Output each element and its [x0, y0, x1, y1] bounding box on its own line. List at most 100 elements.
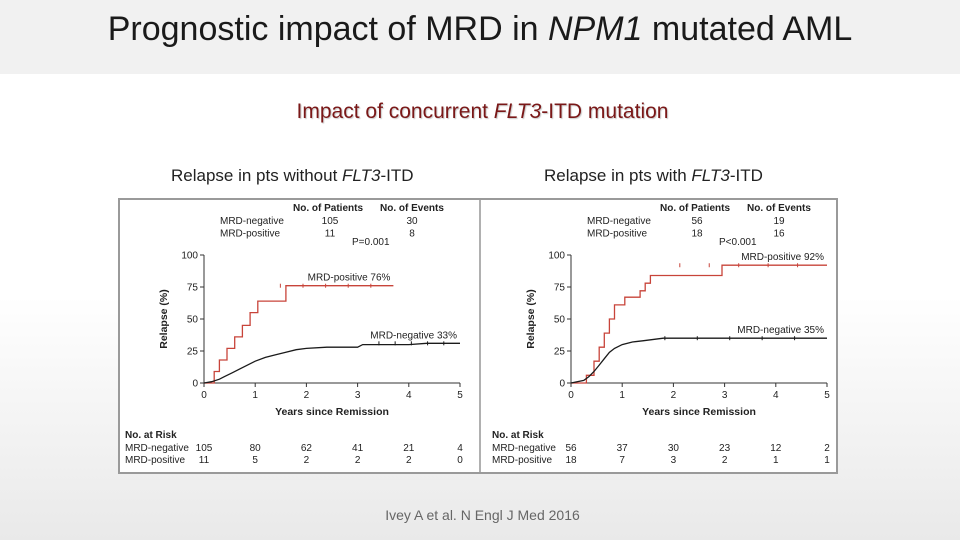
panel2-risk-row-label: MRD-negative: [492, 443, 556, 454]
panel1-risk-row-label: MRD-negative: [125, 443, 189, 454]
panel1-table-row-events: 30: [406, 216, 418, 227]
panel1-table-row-events: 8: [409, 229, 415, 240]
panel2-risk-value: 37: [617, 443, 629, 454]
panel1-table-header-patients: No. of Patients: [293, 203, 363, 214]
subtitle-suffix: -ITD mutation: [541, 100, 669, 123]
panel2-y-axis-label: Relapse (%): [525, 289, 537, 349]
left-caption-suffix: -ITD: [380, 166, 414, 185]
panel2-table-row-patients: 18: [691, 229, 703, 240]
panel2-risk-value: 1: [773, 455, 779, 466]
left-panel-caption: Relapse in pts without FLT3-ITD: [171, 166, 414, 186]
panel1-risk-value: 0: [457, 455, 463, 466]
panel2-risk-value: 56: [565, 443, 577, 454]
panel1-risk-value: 105: [196, 443, 213, 454]
panel2-curve-label-mrd-negative: MRD-negative 35%: [737, 325, 824, 336]
panel2-x-tick-label: 4: [773, 390, 779, 401]
panel1-table-row-patients: 105: [322, 216, 339, 227]
panel1-y-tick-label: 25: [187, 347, 199, 358]
figure-frame: [118, 198, 838, 474]
panel2-curve-mrd-negative: [570, 337, 827, 384]
panel2-y-tick-label: 100: [548, 251, 565, 262]
panel-divider: [479, 200, 481, 472]
panel2-table-header-events: No. of Events: [747, 203, 811, 214]
km-charts: No. of Patients No. of Events MRD-negative…: [125, 203, 830, 466]
panel1-y-tick-label: 0: [192, 379, 198, 390]
panel2-p-value: P<0.001: [719, 237, 757, 248]
panel2-y-tick-label: 25: [554, 347, 566, 358]
panel1-x-axis-label: Years since Remission: [275, 406, 389, 418]
panel2-x-tick-label: 3: [722, 390, 728, 401]
panel1-table-row-label: MRD-negative: [220, 216, 284, 227]
panel1-risk-table-title: No. at Risk: [125, 430, 177, 441]
panel1-curve-mrd-positive: [204, 285, 394, 384]
panel2-table-row-label: MRD-positive: [587, 229, 647, 240]
panel2-x-tick-label: 5: [824, 390, 830, 401]
panel2-risk-value: 2: [824, 443, 830, 454]
panel1-risk-value: 4: [457, 443, 463, 454]
panel2-risk-value: 23: [719, 443, 731, 454]
left-caption-text: Relapse in pts without: [171, 166, 343, 185]
panel2-x-tick-label: 1: [619, 390, 625, 401]
panel1-risk-value: 80: [250, 443, 262, 454]
panel1-x-tick-label: 3: [355, 390, 361, 401]
panel2-risk-table-title: No. at Risk: [492, 430, 544, 441]
right-caption-text: Relapse in pts with: [544, 166, 692, 185]
panel1-p-value: P=0.001: [352, 237, 390, 248]
subtitle-text: Impact of concurrent: [296, 100, 494, 123]
panel2-risk-value: 1: [824, 455, 830, 466]
panel1-risk-value: 41: [352, 443, 364, 454]
panel2-table-row-patients: 56: [691, 216, 703, 227]
panel1-y-axis-label: Relapse (%): [158, 289, 170, 349]
right-caption-suffix: -ITD: [729, 166, 763, 185]
panel2-y-tick-label: 50: [554, 315, 566, 326]
panel2-curve-label-mrd-positive: MRD-positive 92%: [741, 252, 824, 263]
panel1-curve-label-mrd-positive: MRD-positive 76%: [308, 273, 391, 284]
page-title-text: Prognostic impact of MRD in: [107, 10, 548, 48]
panel2-risk-value: 2: [722, 455, 728, 466]
panel1-x-tick-label: 2: [304, 390, 310, 401]
panel1-y-tick-label: 100: [181, 251, 198, 262]
panel1-x-tick-label: 0: [201, 390, 207, 401]
panel2-risk-value: 18: [565, 455, 577, 466]
page-title: Prognostic impact of MRD in NPM1 mutated…: [0, 10, 960, 49]
panel1-risk-value: 2: [304, 455, 310, 466]
page-title-suffix: mutated AML: [642, 10, 853, 48]
panel2-table-row-events: 19: [773, 216, 785, 227]
panel2-x-axis-label: Years since Remission: [642, 406, 756, 418]
panel2-risk-value: 30: [668, 443, 680, 454]
panel1-table-header-events: No. of Events: [380, 203, 444, 214]
panel1-risk-value: 62: [301, 443, 313, 454]
panel2-x-tick-label: 0: [568, 390, 574, 401]
panel1-risk-value: 2: [355, 455, 361, 466]
panel1-risk-value: 2: [406, 455, 412, 466]
title-band: [0, 0, 960, 74]
panel1-risk-value: 11: [199, 455, 210, 466]
panel1-table-row-label: MRD-positive: [220, 229, 280, 240]
panel1-risk-value: 21: [403, 443, 415, 454]
panel2-risk-value: 3: [671, 455, 677, 466]
panel1-x-tick-label: 4: [406, 390, 412, 401]
right-panel-caption: Relapse in pts with FLT3-ITD: [544, 166, 763, 186]
right-caption-gene: FLT3: [691, 166, 730, 185]
panel1-risk-row-label: MRD-positive: [125, 455, 185, 466]
panel2-table-row-label: MRD-negative: [587, 216, 651, 227]
panel1-y-tick-label: 50: [187, 315, 199, 326]
panel2-curve-mrd-positive: [571, 264, 827, 384]
panel2-x-tick-label: 2: [671, 390, 677, 401]
panel2-risk-row-label: MRD-positive: [492, 455, 552, 466]
page-title-gene: NPM1: [548, 10, 643, 48]
panel2-table-row-events: 16: [773, 229, 785, 240]
panel1-table-row-patients: 11: [325, 229, 336, 240]
panel2-y-tick-label: 75: [554, 283, 566, 294]
panel1-x-tick-label: 5: [457, 390, 463, 401]
panel2-y-tick-label: 0: [559, 379, 565, 390]
panel1-y-tick-label: 75: [187, 283, 199, 294]
panel2-risk-value: 12: [770, 443, 782, 454]
panel1-x-tick-label: 1: [252, 390, 258, 401]
panel1-risk-value: 5: [252, 455, 258, 466]
slide-subtitle: Impact of concurrent FLT3-ITD mutation: [0, 100, 960, 124]
panel1-curve-label-mrd-negative: MRD-negative 33%: [370, 330, 457, 341]
subtitle-gene: FLT3: [493, 100, 542, 123]
panel2-table-header-patients: No. of Patients: [660, 203, 730, 214]
panel1-curve-mrd-negative: [203, 342, 460, 384]
